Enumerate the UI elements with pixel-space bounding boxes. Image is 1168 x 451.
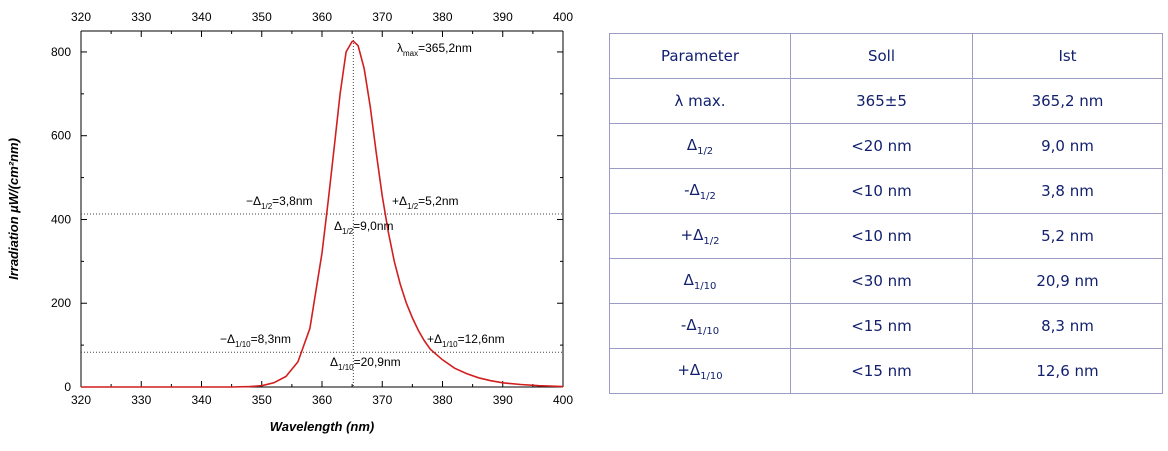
parameter-table: Parameter Soll Ist λ max. 365±5 365,2 nm Δ1…: [609, 33, 1163, 394]
x-axis-title: Wavelength (nm): [270, 419, 375, 434]
x-tick-label: 360: [312, 393, 332, 407]
soll-cell: <10 nm: [790, 213, 973, 259]
x-top-tick-label: 380: [432, 10, 452, 24]
ist-cell: 8,3 nm: [972, 303, 1163, 349]
ist-cell: 20,9 nm: [972, 258, 1163, 304]
irradiation-curve: [81, 40, 564, 388]
x-top-tick-label: 360: [312, 10, 332, 24]
soll-cell: <30 nm: [790, 258, 973, 304]
parameter-cell: λ max.: [609, 78, 791, 124]
table-row: λ max. 365±5 365,2 nm: [609, 78, 1163, 124]
irradiation-chart: 320 320 330 330 340 340 350 350 360 360 370 370 380 3…: [6, 10, 573, 434]
x-tick-label: 330: [131, 393, 151, 407]
y-tick-label: 200: [51, 296, 71, 310]
x-tick-label: 350: [252, 393, 272, 407]
x-tick-label: 320: [71, 393, 91, 407]
annotation-half-left: −Δ1/2=3,8nm: [246, 194, 313, 211]
x-top-tick-label: 350: [252, 10, 272, 24]
soll-cell: 365±5: [790, 78, 973, 124]
x-top-tick-label: 330: [131, 10, 151, 24]
annotation-tenth-right: +Δ1/10=12,6nm: [427, 332, 505, 349]
annotation-lmax: λmax=365,2nm: [397, 41, 472, 58]
guide-lines: [81, 37, 563, 387]
x-top-tick-label: 320: [71, 10, 91, 24]
x-top-tick-label: 390: [493, 10, 513, 24]
table-header-row: Parameter Soll Ist: [609, 33, 1163, 79]
ist-cell: 5,2 nm: [972, 213, 1163, 259]
table-row: -Δ1/10 <15 nm 8,3 nm: [609, 303, 1163, 349]
y-tick-label: 0: [64, 380, 71, 394]
x-tick-label: 390: [493, 393, 513, 407]
table-row: +Δ1/2 <10 nm 5,2 nm: [609, 213, 1163, 259]
ist-cell: 9,0 nm: [972, 123, 1163, 169]
annotation-tenth-left: −Δ1/10=8,3nm: [220, 332, 291, 349]
y-tick-label: 400: [51, 212, 71, 226]
annotation-tenth-width: Δ1/10=20,9nm: [330, 355, 401, 372]
soll-cell: <10 nm: [790, 168, 973, 214]
parameter-cell: -Δ1/10: [609, 303, 791, 349]
header-parameter: Parameter: [609, 33, 791, 79]
table-row: Δ1/10 <30 nm 20,9 nm: [609, 258, 1163, 304]
x-tick-label: 380: [432, 393, 452, 407]
parameter-cell: -Δ1/2: [609, 168, 791, 214]
table-row: -Δ1/2 <10 nm 3,8 nm: [609, 168, 1163, 214]
y-tick-label: 800: [51, 45, 71, 59]
x-tick-label: 400: [553, 393, 573, 407]
parameter-cell: +Δ1/2: [609, 213, 791, 259]
x-tick-label: 370: [372, 393, 392, 407]
x-top-tick-label: 370: [372, 10, 392, 24]
ist-cell: 3,8 nm: [972, 168, 1163, 214]
x-top-tick-label: 400: [553, 10, 573, 24]
table-row: Δ1/2 <20 nm 9,0 nm: [609, 123, 1163, 169]
parameter-cell: Δ1/10: [609, 258, 791, 304]
table-row: +Δ1/10 <15 nm 12,6 nm: [609, 348, 1163, 394]
ist-cell: 12,6 nm: [972, 348, 1163, 394]
annotation-half-right: +Δ1/2=5,2nm: [392, 194, 459, 211]
tick-labels: 320 320 330 330 340 340 350 350 360 360 370 370 380 3…: [51, 10, 573, 407]
soll-cell: <20 nm: [790, 123, 973, 169]
parameter-cell: Δ1/2: [609, 123, 791, 169]
y-tick-label: 600: [51, 129, 71, 143]
x-tick-label: 340: [191, 393, 211, 407]
parameter-cell: +Δ1/10: [609, 348, 791, 394]
x-top-tick-label: 340: [191, 10, 211, 24]
soll-cell: <15 nm: [790, 348, 973, 394]
soll-cell: <15 nm: [790, 303, 973, 349]
header-soll: Soll: [790, 33, 973, 79]
ist-cell: 365,2 nm: [972, 78, 1163, 124]
peak-annotations: λmax=365,2nm −Δ1/2=3,8nm +Δ1/2=5,2nm Δ1/2=9…: [220, 41, 505, 372]
header-ist: Ist: [972, 33, 1163, 79]
annotation-half-width: Δ1/2=9,0nm: [334, 219, 394, 236]
y-axis-title: Irradiation µW/(cm²nm): [6, 138, 21, 280]
